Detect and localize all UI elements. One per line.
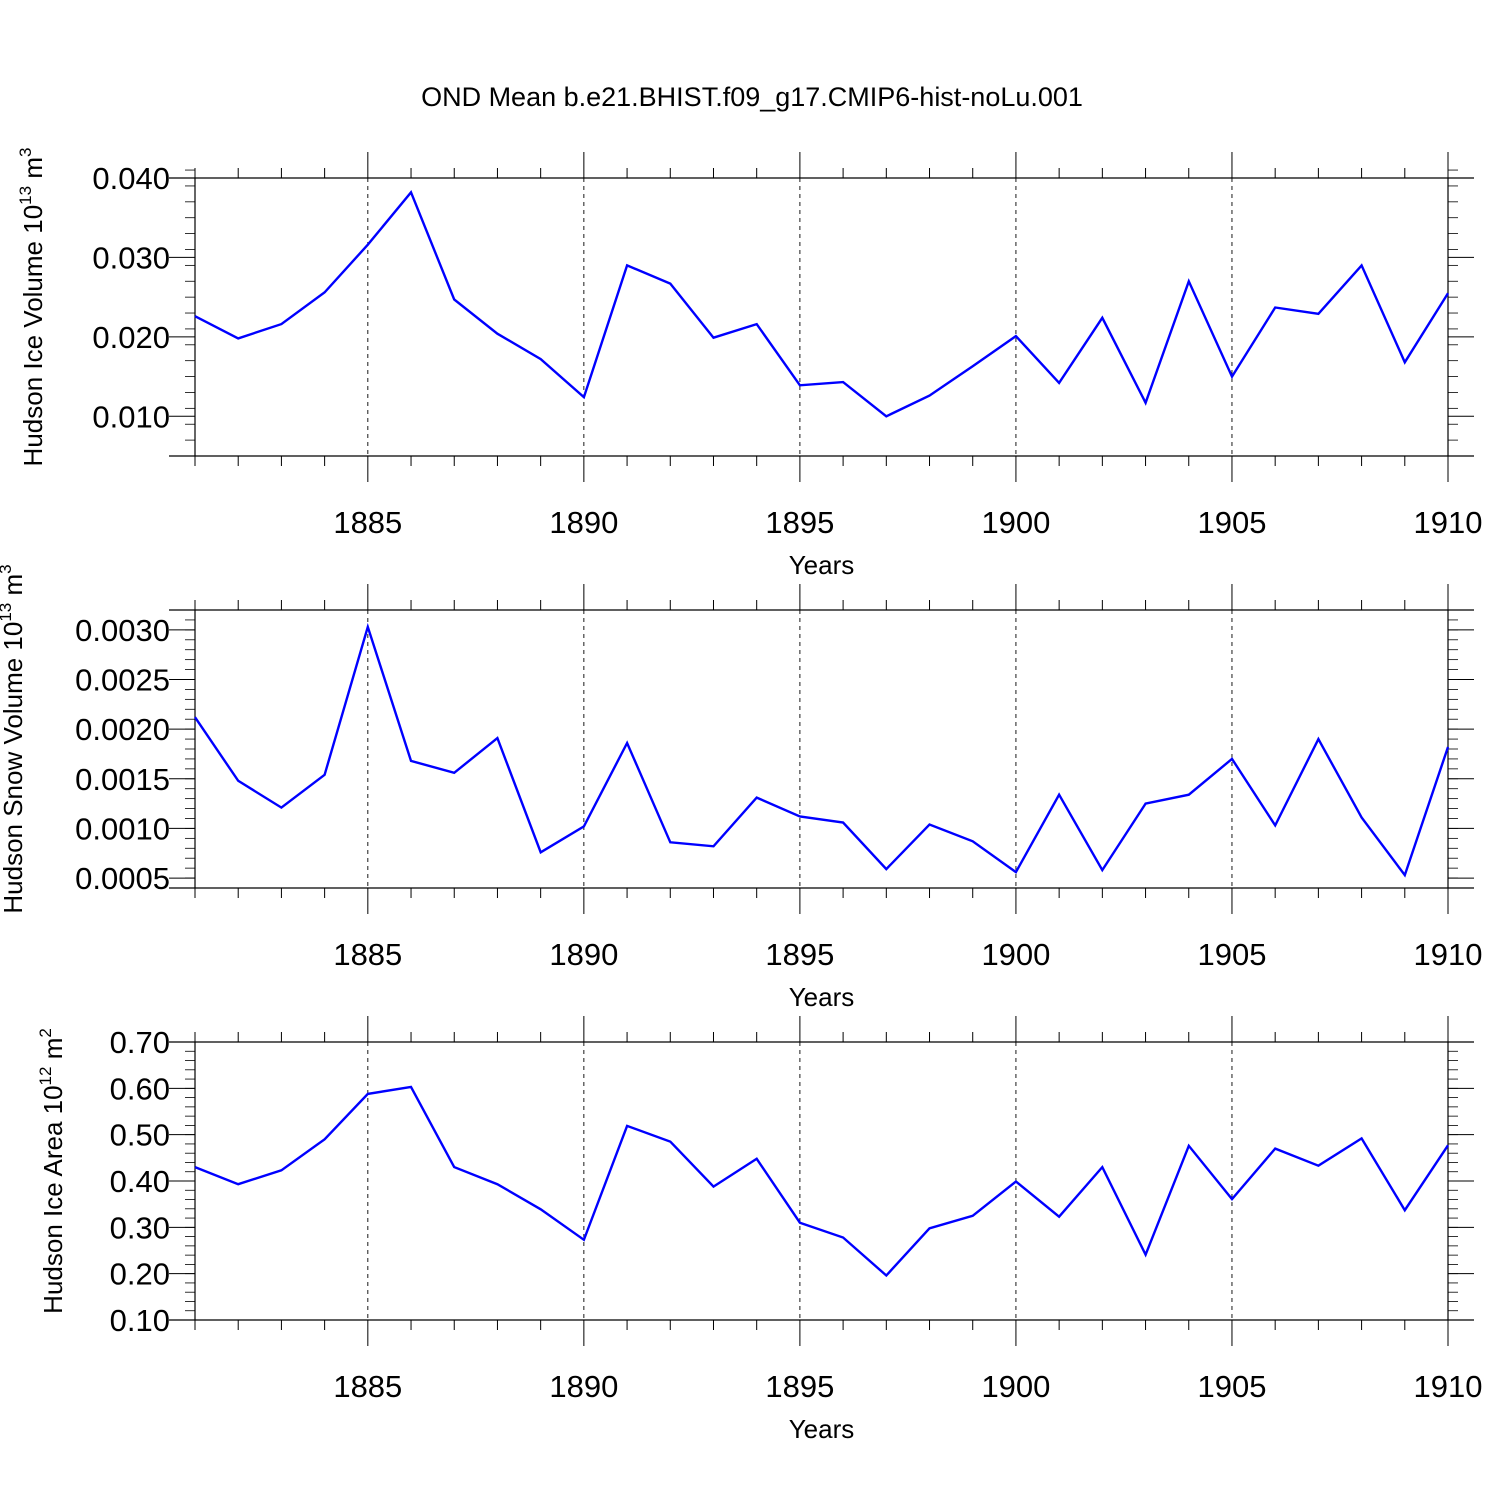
y-tick-label: 0.10 [110,1303,170,1338]
y-axis-label: Hudson Snow Volume 1013 m3 [0,564,28,913]
x-tick-label: 1900 [981,937,1050,972]
x-tick-label: 1895 [765,1369,834,1404]
x-tick-label: 1910 [1414,505,1483,540]
y-axis-label: Hudson Ice Volume 1013 m3 [16,148,48,467]
x-tick-label: 1890 [549,1369,618,1404]
y-tick-label: 0.0020 [75,712,170,747]
x-axis-label: Years [789,1414,855,1444]
x-tick-label: 1885 [333,1369,402,1404]
x-tick-label: 1910 [1414,937,1483,972]
x-tick-label: 1895 [765,937,834,972]
x-axis-label: Years [789,982,855,1012]
y-tick-label: 0.30 [110,1210,170,1245]
y-tick-label: 0.0010 [75,811,170,846]
x-tick-label: 1890 [549,505,618,540]
y-tick-label: 0.040 [92,161,170,196]
x-tick-label: 1900 [981,505,1050,540]
x-tick-label: 1885 [333,505,402,540]
x-tick-label: 1910 [1414,1369,1483,1404]
chart-title: OND Mean b.e21.BHIST.f09_g17.CMIP6-hist-… [421,82,1083,112]
y-tick-label: 0.030 [92,240,170,275]
y-tick-label: 0.40 [110,1164,170,1199]
y-tick-label: 0.60 [110,1071,170,1106]
series-line [194,1085,1449,1278]
y-tick-label: 0.0005 [75,861,170,896]
x-tick-label: 1895 [765,505,834,540]
x-tick-label: 1905 [1197,1369,1266,1404]
x-tick-label: 1890 [549,937,618,972]
x-tick-label: 1905 [1197,505,1266,540]
series-line [194,622,1450,878]
y-tick-label: 0.50 [110,1118,170,1153]
panel-ice-volume: 0.010 0.020 0.030 0.040 1885 1890 1895 1900 1905… [16,148,1482,580]
panel-snow-volume: 0.0005 0.0010 0.0015 0.0020 0.0025 0.0030 1885… [0,564,1482,1012]
y-tick-label: 0.0025 [75,663,170,698]
x-tick-label: 1900 [981,1369,1050,1404]
y-tick-label: 0.020 [92,320,170,355]
y-axis-label: Hudson Ice Area 1012 m2 [36,1028,68,1314]
y-tick-label: 0.70 [110,1025,170,1060]
x-axis-label: Years [789,550,855,580]
panel-ice-area: 0.10 0.20 0.30 0.40 0.50 0.60 0.70 1885 1890 1895… [36,1016,1482,1444]
x-tick-label: 1905 [1197,937,1266,972]
y-tick-label: 0.010 [92,399,170,434]
y-tick-label: 0.20 [110,1257,170,1292]
y-tick-label: 0.0030 [75,613,170,648]
x-tick-label: 1885 [333,937,402,972]
series-line [194,189,1450,418]
y-tick-label: 0.0015 [75,762,170,797]
